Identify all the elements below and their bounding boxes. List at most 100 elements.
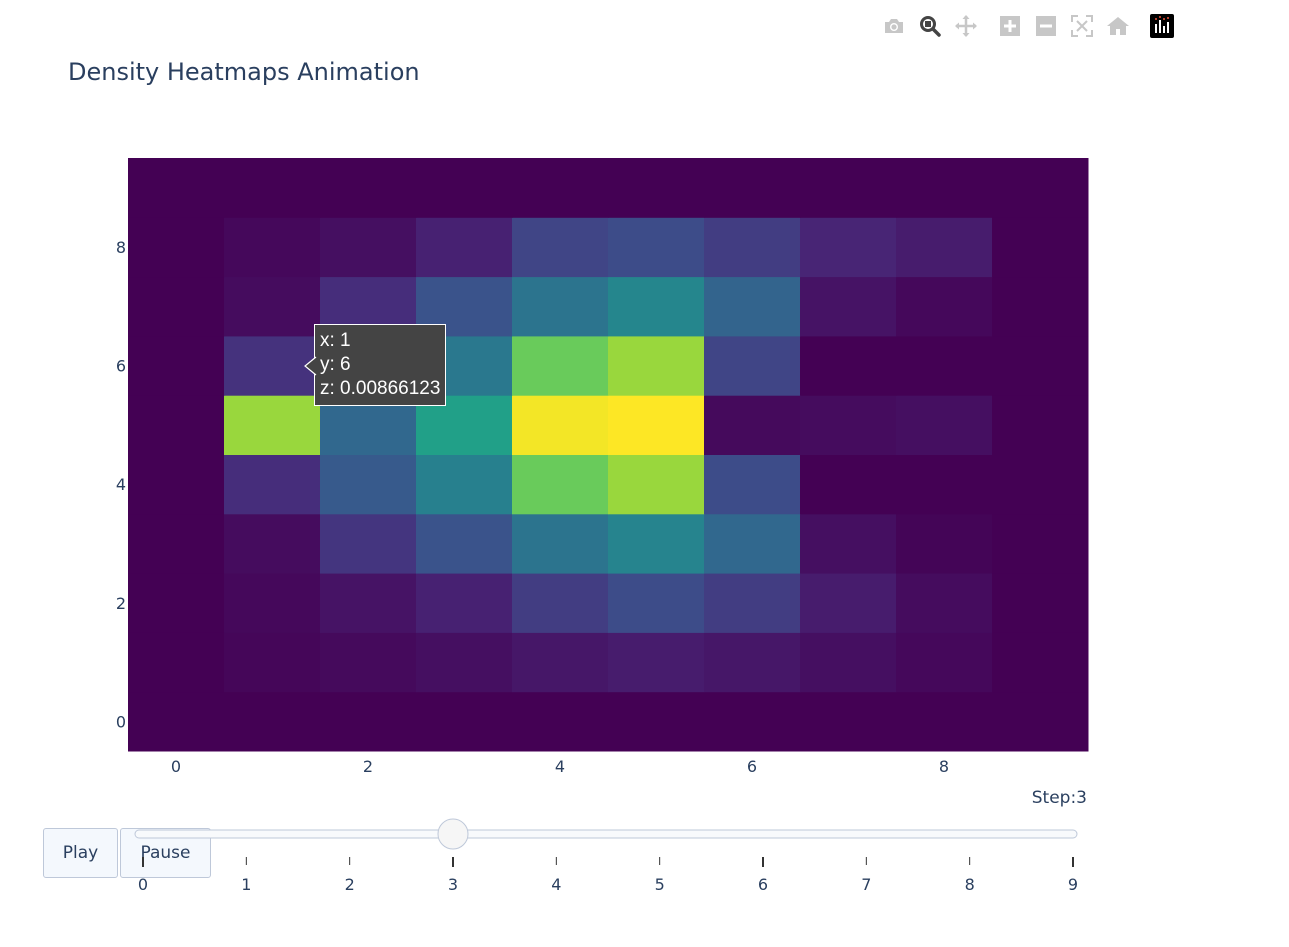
heatmap-cell-9-6[interactable] xyxy=(992,335,1089,396)
heatmap-cell-1-9[interactable] xyxy=(224,158,321,218)
heatmap-cell-4-4[interactable] xyxy=(512,454,609,515)
camera-icon[interactable] xyxy=(880,12,908,40)
heatmap-cell-1-4[interactable] xyxy=(224,454,321,515)
heatmap-cell-1-0[interactable] xyxy=(224,691,321,752)
heatmap-cell-9-9[interactable] xyxy=(992,158,1089,218)
heatmap-cell-3-8[interactable] xyxy=(416,217,513,278)
heatmap-cell-7-0[interactable] xyxy=(800,691,897,752)
play-button[interactable]: Play xyxy=(43,828,118,878)
slider-rail[interactable] xyxy=(134,829,1078,839)
heatmap-cell-9-8[interactable] xyxy=(992,217,1089,278)
heatmap-cell-3-1[interactable] xyxy=(416,632,513,693)
heatmap-cell-7-2[interactable] xyxy=(800,573,897,633)
slider-step-label[interactable]: 9 xyxy=(1068,875,1078,894)
reset-axes-icon[interactable] xyxy=(1104,12,1132,40)
heatmap-cell-8-6[interactable] xyxy=(896,335,993,396)
heatmap-cell-5-1[interactable] xyxy=(608,632,705,693)
heatmap-cell-4-2[interactable] xyxy=(512,573,609,633)
heatmap-cell-2-4[interactable] xyxy=(320,454,417,515)
slider-step-label[interactable]: 3 xyxy=(448,875,458,894)
heatmap-cell-7-6[interactable] xyxy=(800,335,897,396)
heatmap-cell-0-1[interactable] xyxy=(128,632,225,693)
heatmap-cell-2-2[interactable] xyxy=(320,573,417,633)
animation-slider[interactable]: 0 1 2 3 4 5 6 7 8 9 xyxy=(0,780,1289,920)
heatmap-cell-6-2[interactable] xyxy=(704,573,801,633)
heatmap-cell-8-7[interactable] xyxy=(896,276,993,337)
plotly-logo[interactable] xyxy=(1148,12,1176,40)
heatmap-cell-3-3[interactable] xyxy=(416,513,513,574)
heatmap-cell-6-5[interactable] xyxy=(704,395,801,455)
slider-step-label[interactable]: 5 xyxy=(655,875,665,894)
slider-step-label[interactable]: 8 xyxy=(965,875,975,894)
heatmap-cell-8-0[interactable] xyxy=(896,691,993,752)
heatmap-cell-6-3[interactable] xyxy=(704,513,801,574)
heatmap-cell-4-3[interactable] xyxy=(512,513,609,574)
heatmap-cell-7-1[interactable] xyxy=(800,632,897,693)
heatmap-cell-7-5[interactable] xyxy=(800,395,897,455)
heatmap-cell-8-3[interactable] xyxy=(896,513,993,574)
slider-grip[interactable] xyxy=(437,818,469,850)
heatmap-cell-9-3[interactable] xyxy=(992,513,1089,574)
heatmap-cell-3-0[interactable] xyxy=(416,691,513,752)
heatmap-cell-1-5[interactable] xyxy=(224,395,321,455)
heatmap-cell-9-5[interactable] xyxy=(992,395,1089,455)
heatmap-cell-1-2[interactable] xyxy=(224,573,321,633)
heatmap-cell-9-1[interactable] xyxy=(992,632,1089,693)
heatmap-cell-1-7[interactable] xyxy=(224,276,321,337)
zoom-icon[interactable] xyxy=(916,12,944,40)
heatmap-cell-0-6[interactable] xyxy=(128,335,225,396)
heatmap-cell-9-7[interactable] xyxy=(992,276,1089,337)
slider-step-label[interactable]: 7 xyxy=(861,875,871,894)
heatmap-cell-7-8[interactable] xyxy=(800,217,897,278)
heatmap-cell-5-7[interactable] xyxy=(608,276,705,337)
heatmap-cell-5-8[interactable] xyxy=(608,217,705,278)
slider-step-label[interactable]: 0 xyxy=(138,875,148,894)
heatmap-cell-2-9[interactable] xyxy=(320,158,417,218)
zoom-in-icon[interactable] xyxy=(996,12,1024,40)
zoom-out-icon[interactable] xyxy=(1032,12,1060,40)
heatmap-cell-7-4[interactable] xyxy=(800,454,897,515)
heatmap-cell-6-8[interactable] xyxy=(704,217,801,278)
heatmap-cell-0-3[interactable] xyxy=(128,513,225,574)
heatmap-cell-3-2[interactable] xyxy=(416,573,513,633)
heatmap-cell-4-8[interactable] xyxy=(512,217,609,278)
heatmap-cell-6-0[interactable] xyxy=(704,691,801,752)
heatmap-cell-0-7[interactable] xyxy=(128,276,225,337)
heatmap-cell-9-0[interactable] xyxy=(992,691,1089,752)
heatmap-cell-0-4[interactable] xyxy=(128,454,225,515)
heatmap-cell-4-9[interactable] xyxy=(512,158,609,218)
heatmap-cell-2-1[interactable] xyxy=(320,632,417,693)
heatmap-cell-6-4[interactable] xyxy=(704,454,801,515)
heatmap-cell-6-1[interactable] xyxy=(704,632,801,693)
heatmap-cell-0-9[interactable] xyxy=(128,158,225,218)
heatmap-cell-8-2[interactable] xyxy=(896,573,993,633)
heatmap-cell-8-4[interactable] xyxy=(896,454,993,515)
heatmap-cell-0-5[interactable] xyxy=(128,395,225,455)
heatmap-cell-9-4[interactable] xyxy=(992,454,1089,515)
heatmap-cell-5-5[interactable] xyxy=(608,395,705,455)
slider-step-label[interactable]: 2 xyxy=(345,875,355,894)
heatmap-cell-0-8[interactable] xyxy=(128,217,225,278)
heatmap-cell-1-1[interactable] xyxy=(224,632,321,693)
heatmap-cell-9-2[interactable] xyxy=(992,573,1089,633)
heatmap-cell-5-9[interactable] xyxy=(608,158,705,218)
heatmap-cell-1-8[interactable] xyxy=(224,217,321,278)
heatmap-cell-8-1[interactable] xyxy=(896,632,993,693)
heatmap-cell-6-9[interactable] xyxy=(704,158,801,218)
heatmap-cell-6-7[interactable] xyxy=(704,276,801,337)
heatmap-cell-1-3[interactable] xyxy=(224,513,321,574)
heatmap-cell-5-0[interactable] xyxy=(608,691,705,752)
heatmap-cell-2-8[interactable] xyxy=(320,217,417,278)
heatmap-cell-4-0[interactable] xyxy=(512,691,609,752)
heatmap-cell-2-0[interactable] xyxy=(320,691,417,752)
autoscale-icon[interactable] xyxy=(1068,12,1096,40)
heatmap-cell-5-3[interactable] xyxy=(608,513,705,574)
heatmap-cell-7-9[interactable] xyxy=(800,158,897,218)
heatmap-cell-6-6[interactable] xyxy=(704,335,801,396)
heatmap-cell-2-3[interactable] xyxy=(320,513,417,574)
heatmap-cell-4-1[interactable] xyxy=(512,632,609,693)
heatmap-cell-8-8[interactable] xyxy=(896,217,993,278)
heatmap-cell-5-6[interactable] xyxy=(608,335,705,396)
heatmap-cell-4-5[interactable] xyxy=(512,395,609,455)
heatmap-cell-5-4[interactable] xyxy=(608,454,705,515)
